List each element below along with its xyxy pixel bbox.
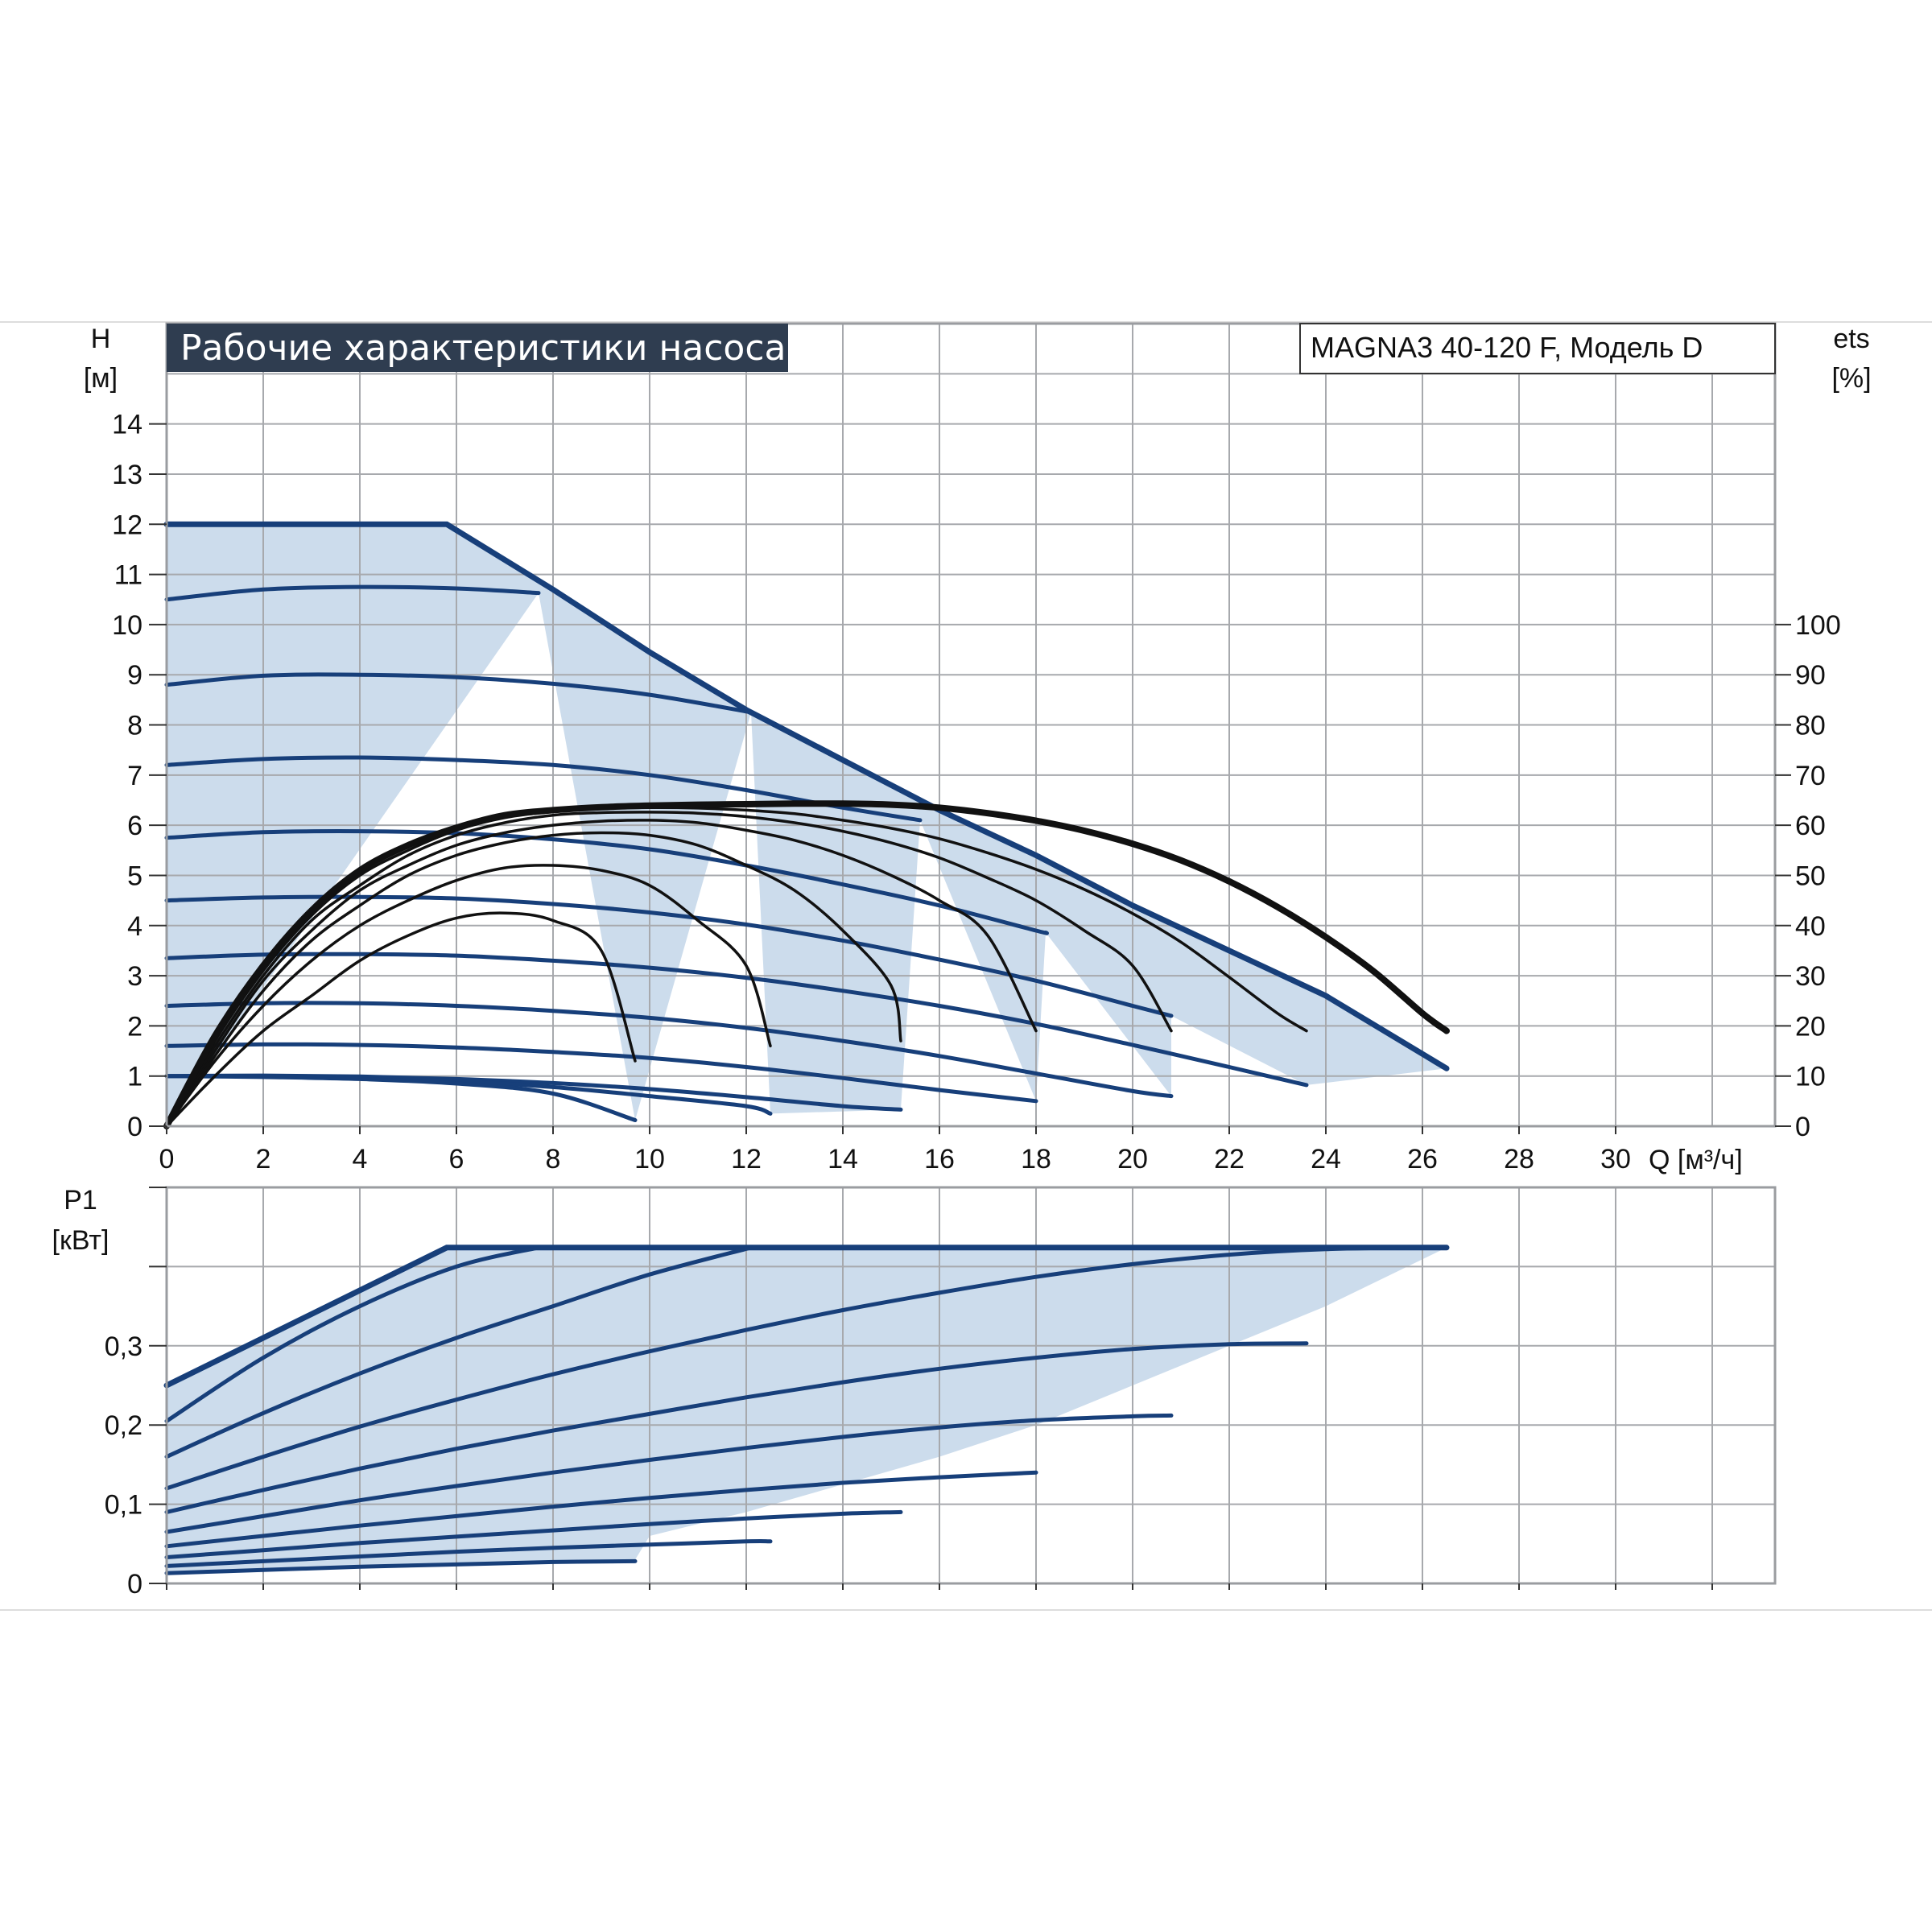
p1-axis-label: P1 [64,1185,97,1216]
power-speed-curve [164,1509,903,1559]
y2-tick-label: 0 [1795,1112,1810,1142]
power-speed-curve [164,1245,753,1459]
head-curves [163,521,1450,1122]
head-panel: 0 2 4 6 8 10 12 14 16 18 20 22 24 26 28 300123456789101… [84,322,1872,1175]
x-tick-label: 4 [353,1144,368,1174]
p1-axis-unit-kw: [кВт] [52,1225,109,1256]
head-axis-ticks: 0 2 4 6 8 10 12 14 16 18 20 22 24 26 28 300123456789101… [112,410,1841,1174]
x-tick-label: 14 [828,1144,858,1174]
x-axis-label: Q [м³/ч] [1649,1145,1743,1175]
y-tick-label: 14 [112,410,142,440]
efficiency-curve [165,864,772,1128]
power-plot-frame [165,1186,1777,1585]
y2-axis-label-ets: ets [1833,324,1869,354]
x-tick-label: 30 [1600,1144,1631,1174]
power-speed-curve [164,1245,541,1423]
x-tick-label: 28 [1504,1144,1534,1174]
head-max-curve [163,521,1450,1071]
y-tick-label: 1 [127,1062,142,1092]
y-tick-label: 5 [127,861,142,891]
y2-tick-label: 40 [1795,911,1826,942]
y-tick-label: 11 [114,560,142,591]
efficiency-curve [165,819,1038,1128]
efficiency-curve [165,911,637,1128]
y-tick-label: 6 [127,811,142,841]
y2-tick-label: 80 [1795,711,1826,741]
y-tick-label: 3 [127,961,142,992]
x-tick-label: 24 [1311,1144,1341,1174]
head-speed-curve [164,1074,773,1116]
y2-tick-label: 70 [1795,761,1826,791]
y2-tick-label: 20 [1795,1011,1826,1042]
y2-tick-label: 90 [1795,660,1826,691]
efficiency-curve [163,800,1450,1129]
y-tick-label: 4 [127,911,142,942]
y-tick-label: 12 [112,510,142,540]
title-box [167,324,788,372]
y-tick-label: 13 [112,460,142,490]
y-axis-label-h: H [91,324,111,354]
head-speed-curve [164,1042,1038,1104]
y-tick-label: 9 [127,660,142,691]
y-tick-label: 0 [127,1112,142,1142]
head-speed-curve [164,1001,1174,1099]
y-tick-label: 8 [127,711,142,741]
efficiency-curves [163,800,1450,1129]
model-label: MAGNA3 40-120 F, Модель D [1311,331,1703,364]
x-tick-label: 20 [1117,1144,1148,1174]
power-curves [163,1245,1450,1575]
chart-title: Рабочие характеристики насоса [180,328,786,369]
power-speed-curve [164,1539,773,1568]
x-tick-label: 10 [634,1144,665,1174]
head-speed-curve [164,1074,638,1122]
power-axis-ticks: 0 0,1 0,2 0,3 [105,1187,1713,1600]
head-speed-curve [164,584,541,602]
x-tick-label: 2 [256,1144,271,1174]
y-axis-unit-m: [м] [84,363,118,394]
y-tick-label: 2 [127,1011,142,1042]
x-tick-label: 16 [924,1144,955,1174]
efficiency-curve [165,811,1173,1128]
head-speed-curve [164,672,753,715]
x-tick-label: 6 [449,1144,464,1174]
power-y-tick-label: 0 [127,1569,142,1600]
power-y-tick-label: 0,1 [105,1490,142,1521]
power-speed-curve [164,1558,638,1575]
power-speed-curve [164,1245,1425,1491]
y2-tick-label: 100 [1795,610,1841,641]
x-tick-label: 12 [731,1144,762,1174]
y2-tick-label: 10 [1795,1062,1826,1092]
power-y-tick-label: 0,3 [105,1331,142,1362]
x-tick-label: 0 [159,1144,175,1174]
power-max-curve [163,1245,1450,1389]
head-speed-curve [164,952,1309,1088]
power-y-tick-label: 0,2 [105,1410,142,1441]
efficiency-curve [165,806,1308,1128]
y2-tick-label: 50 [1795,861,1826,891]
y2-axis-unit-percent: [%] [1831,363,1871,394]
efficiency-curve [165,831,902,1128]
y-tick-label: 10 [112,610,142,641]
x-tick-label: 26 [1407,1144,1438,1174]
power-speed-curve [164,1470,1038,1549]
x-tick-label: 8 [546,1144,561,1174]
y2-tick-label: 30 [1795,961,1826,992]
y2-tick-label: 60 [1795,811,1826,841]
y-tick-label: 7 [127,761,142,791]
x-tick-label: 18 [1021,1144,1051,1174]
model-box [1299,323,1776,374]
power-speed-curve [164,1341,1309,1514]
power-panel: 0 0,1 0,2 0,3 P1 [кВт] [52,1185,1777,1600]
power-speed-curve [164,1413,1174,1534]
x-tick-label: 22 [1214,1144,1245,1174]
head-speed-curve [164,829,1049,935]
